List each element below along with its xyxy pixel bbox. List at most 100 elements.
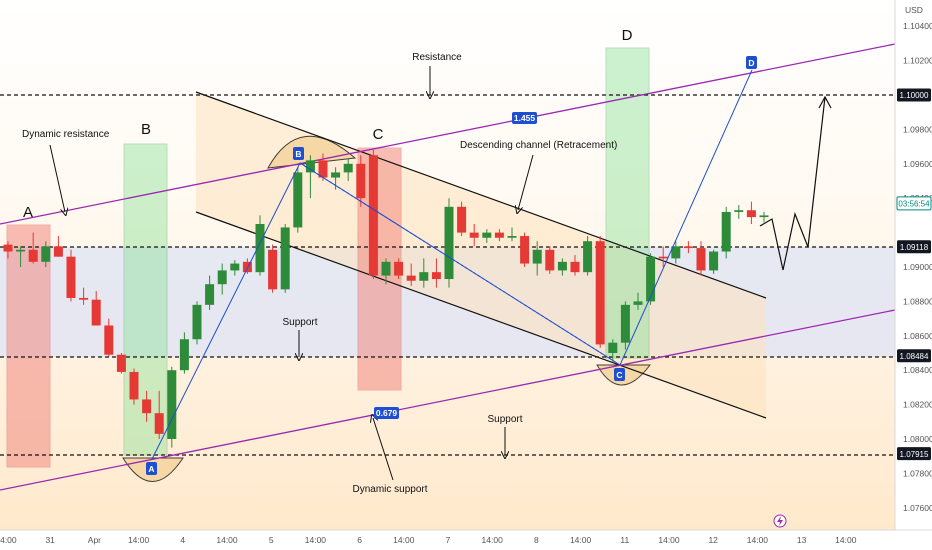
candle-body — [595, 241, 605, 345]
price-tick-label: 1.09800 — [903, 124, 932, 134]
time-tick-label: 13 — [797, 535, 807, 545]
time-tick-label: 14:00 — [658, 535, 680, 545]
candle-body — [356, 163, 366, 199]
price-label-text: 1.07915 — [900, 450, 929, 459]
wave-label-a: A — [23, 204, 33, 221]
candle-body — [406, 275, 416, 281]
time-tick-label: 6 — [357, 535, 362, 545]
price-label-box — [897, 240, 931, 254]
candle-body — [570, 261, 580, 273]
candle-body — [142, 399, 152, 414]
projection-path — [759, 96, 826, 271]
candle-body — [66, 256, 76, 298]
price-tick-label: 1.10200 — [903, 56, 932, 66]
candle-body — [507, 236, 517, 238]
time-tick-label: 8 — [534, 535, 539, 545]
price-tick-label: 1.08600 — [903, 331, 932, 341]
ratio-tag-1455-text: 1.455 — [514, 113, 536, 123]
candle-body — [79, 297, 89, 300]
candle-body — [192, 304, 202, 340]
price-tick-label: 1.09600 — [903, 159, 932, 169]
wave-label-b: B — [141, 121, 151, 138]
annotation-resistance: Resistance — [412, 52, 462, 63]
price-axis[interactable] — [895, 0, 932, 530]
time-tick-label: 12 — [708, 535, 718, 545]
candle-body — [3, 244, 13, 252]
time-tick-label: 7 — [446, 535, 451, 545]
candle-body — [696, 248, 706, 271]
candle-body — [305, 160, 315, 173]
price-label-box — [896, 196, 932, 211]
price-tick-label: 1.08000 — [903, 434, 932, 444]
price-tick-label: 1.07600 — [903, 503, 932, 513]
candle-body — [419, 272, 429, 281]
point-tag-a-text: A — [148, 464, 154, 474]
price-label-text: 1.08484 — [900, 352, 929, 361]
candle-body — [431, 272, 441, 280]
candles-group — [3, 150, 769, 448]
time-tick-label: 14:00 — [835, 535, 857, 545]
candle-body — [104, 325, 114, 355]
candle-body — [205, 284, 215, 305]
candle-body — [167, 370, 177, 439]
time-tick-label: 14:00 — [305, 535, 327, 545]
candle-body — [318, 160, 328, 178]
candle-body — [709, 251, 719, 271]
point-tag-b — [293, 147, 304, 160]
price-tick-label: 1.08200 — [903, 400, 932, 410]
candle-body — [41, 246, 51, 262]
annotation-dynamic-support: Dynamic support — [352, 484, 427, 495]
point-tag-c — [614, 368, 625, 381]
candle-body — [734, 210, 744, 212]
time-tick-label: Apr — [88, 535, 101, 545]
channel-upper-line — [195, 91, 767, 299]
ratio-tag-0679-text: 0.679 — [376, 408, 398, 418]
candle-body — [545, 249, 555, 271]
time-ticks: 14:00 31 Apr 14:00 4 14:00 5 14:00 6 14:00 7 14:00 8… — [0, 535, 857, 545]
time-tick-label: 4 — [180, 535, 185, 545]
candle-body — [494, 232, 504, 238]
candle-body — [671, 246, 681, 259]
price-label-box — [897, 349, 931, 363]
dynamic-support-pointer — [373, 418, 394, 481]
candle-body — [608, 342, 618, 353]
candle-body — [646, 256, 656, 302]
time-tick-label: 14:00 — [747, 535, 769, 545]
price-tick-label: 1.09000 — [903, 262, 932, 272]
candle-body — [394, 261, 404, 276]
annotation-support-mid: Support — [282, 317, 317, 328]
annotation-descending-channel: Descending channel (Retracement) — [460, 140, 617, 151]
candle-body — [129, 371, 139, 400]
candle-body — [280, 227, 290, 290]
dynamic-support-line — [0, 309, 896, 491]
time-tick-label: 14:00 — [393, 535, 415, 545]
projection-arrowhead — [818, 95, 832, 109]
candle-body — [583, 241, 593, 273]
time-axis[interactable] — [0, 530, 932, 550]
lightning-icon[interactable] — [773, 514, 787, 528]
candle-body — [746, 210, 756, 218]
candle-body — [721, 211, 731, 252]
price-label-text: 1.10000 — [900, 91, 929, 100]
point-tag-c-text: C — [616, 370, 622, 380]
time-tick-label: 31 — [45, 535, 55, 545]
candle-body — [520, 236, 530, 264]
dynamic-resistance-line — [0, 43, 896, 225]
time-tick-label: 14:00 — [482, 535, 504, 545]
swing-path — [151, 69, 753, 460]
candle-body — [268, 249, 278, 290]
wave-label-c: C — [373, 126, 384, 143]
annotation-support-low: Support — [487, 414, 522, 425]
ratio-tag-1455 — [512, 112, 537, 124]
swing-high-arc-b — [267, 135, 357, 169]
price-label-box — [897, 447, 931, 461]
price-label-text: 03:56:54 — [898, 200, 930, 209]
candle-body — [557, 261, 567, 271]
candle-body — [53, 246, 63, 257]
time-tick-label: 14:00 — [216, 535, 238, 545]
candle-body — [620, 304, 630, 343]
candle-body — [242, 261, 252, 273]
candle-body — [255, 224, 265, 273]
